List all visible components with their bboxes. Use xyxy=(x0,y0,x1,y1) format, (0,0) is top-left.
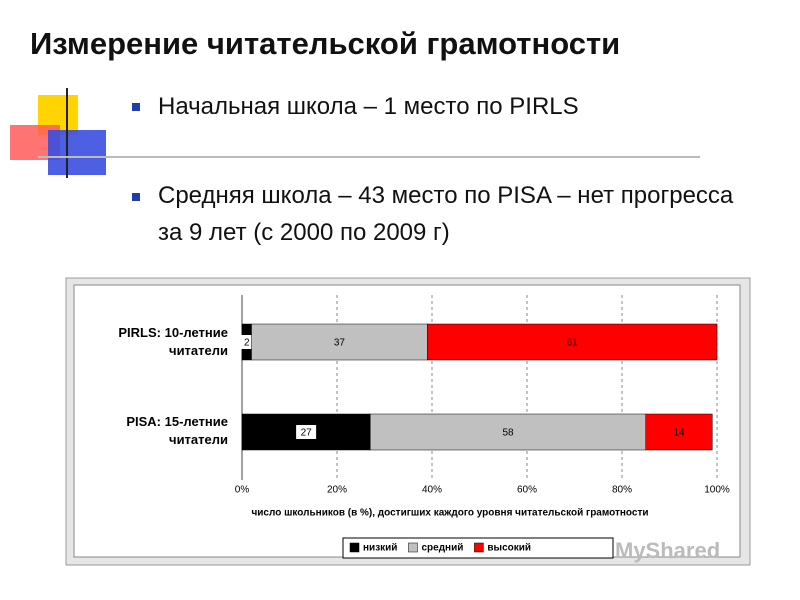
legend-label: средний xyxy=(421,543,463,554)
data-label: 27 xyxy=(301,428,313,439)
x-tick-label: 20% xyxy=(327,485,347,496)
slide-title: Измерение читательской грамотности xyxy=(30,26,621,61)
x-tick-label: 60% xyxy=(517,485,537,496)
y-tick-label: PISA: 15-летние читатели xyxy=(126,414,228,447)
label-bg xyxy=(240,335,253,349)
label-bg xyxy=(296,425,317,439)
x-axis-label: число школьников (в %), достигших каждог… xyxy=(251,508,648,519)
data-label: 14 xyxy=(673,428,685,439)
data-label: 61 xyxy=(567,338,579,349)
y-tick-label: PIRLS: 10-летние читатели xyxy=(118,325,228,358)
bullet-marker xyxy=(132,103,140,111)
data-label: 2 xyxy=(244,338,250,349)
bullet: Начальная школа – 1 место по PIRLS xyxy=(158,93,579,120)
bar xyxy=(370,413,646,451)
legend-swatch xyxy=(349,542,360,553)
bar xyxy=(427,323,718,361)
bullet-marker xyxy=(132,193,140,201)
x-tick-label: 100% xyxy=(704,485,730,496)
data-label: 37 xyxy=(334,338,346,349)
legend-swatch xyxy=(474,542,484,553)
bar xyxy=(645,413,713,451)
legend-swatch xyxy=(408,542,418,553)
deco-square xyxy=(48,130,106,175)
x-tick-label: 80% xyxy=(612,485,632,496)
legend-label: низкий xyxy=(363,543,397,554)
bullet: Средняя школа – 43 место по PISA – нет п… xyxy=(158,182,734,246)
data-label: 58 xyxy=(502,428,514,439)
bar xyxy=(251,323,428,361)
x-tick-label: 0% xyxy=(235,485,250,496)
x-tick-label: 40% xyxy=(422,485,442,496)
watermark: MyShared xyxy=(615,538,721,563)
legend-label: высокий xyxy=(487,543,531,554)
